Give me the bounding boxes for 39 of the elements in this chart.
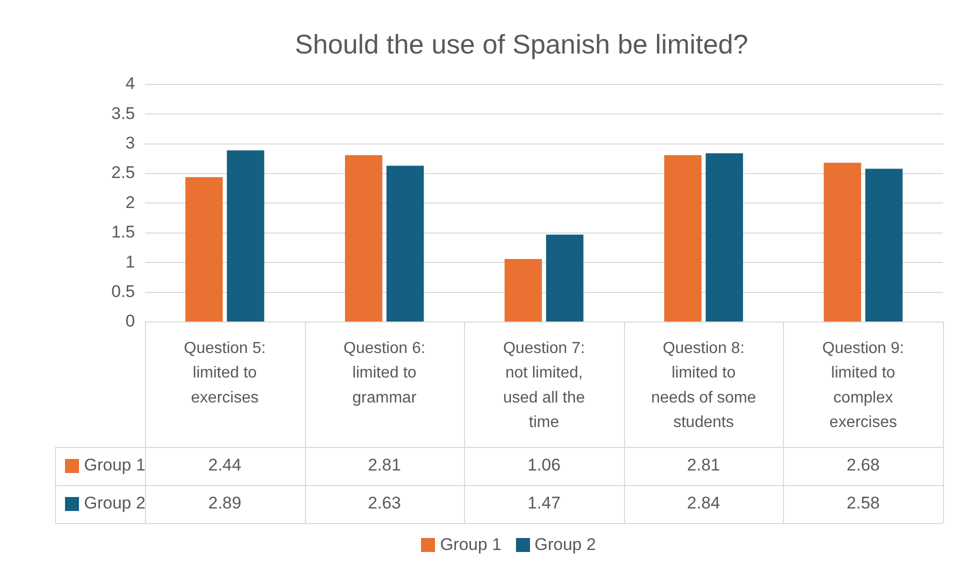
y-tick-label: 1.5	[111, 222, 135, 242]
data-label: 2.89	[208, 494, 242, 513]
text: Group 2	[534, 535, 596, 554]
y-tick-label: 2	[126, 192, 135, 212]
y-tick-label: 3	[126, 133, 135, 152]
data-label: 2.81	[368, 456, 401, 475]
y-tick-label: 4	[126, 74, 135, 94]
bar	[344, 155, 382, 322]
bar	[386, 166, 424, 322]
x-tick-label: Question 8: limited to needs of some students	[651, 340, 756, 432]
bar	[504, 259, 542, 322]
y-tick-label: 3.5	[111, 104, 135, 123]
x-tick-label: Question 7: not limited, used all the time	[503, 340, 586, 432]
x-tick-label: Question 6: limited to grammar	[343, 340, 426, 406]
y-tick-label: 2.5	[111, 163, 135, 182]
data-label: 2.58	[846, 494, 880, 513]
data-label: 2.84	[687, 494, 720, 513]
data-label: 2.63	[368, 494, 401, 513]
data-label: 1.06	[527, 456, 561, 475]
y-tick-label: 0.5	[111, 282, 135, 301]
x-tick-label: Question 9: limited to complex exercises	[822, 340, 904, 432]
bar	[664, 155, 702, 322]
bar	[226, 150, 264, 322]
y-tick-label: 1	[126, 252, 135, 272]
chart-title: Should the use of Spanish be limited?	[294, 30, 748, 60]
bar	[546, 234, 584, 322]
bar	[706, 153, 744, 322]
y-tick-label: 0	[126, 312, 135, 331]
data-label: 2.81	[687, 456, 720, 475]
bar	[185, 177, 223, 322]
data-label: 2.44	[208, 456, 242, 475]
legend-label: Group 2	[84, 494, 146, 513]
x-tick-label: Question 5: limited to exercises	[184, 340, 266, 406]
text: Group 1	[440, 535, 502, 554]
bar	[824, 162, 862, 322]
bar	[865, 168, 903, 322]
data-label: 1.47	[527, 494, 561, 513]
data-label: 2.68	[846, 456, 880, 475]
legend-label: Group 1	[84, 456, 146, 475]
